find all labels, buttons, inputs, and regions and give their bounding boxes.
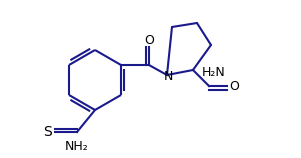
Text: N: N [163, 70, 173, 82]
Text: S: S [44, 125, 52, 139]
Text: NH₂: NH₂ [65, 140, 89, 152]
Text: O: O [229, 79, 239, 92]
Text: H₂N: H₂N [202, 67, 226, 79]
Text: O: O [144, 33, 154, 46]
